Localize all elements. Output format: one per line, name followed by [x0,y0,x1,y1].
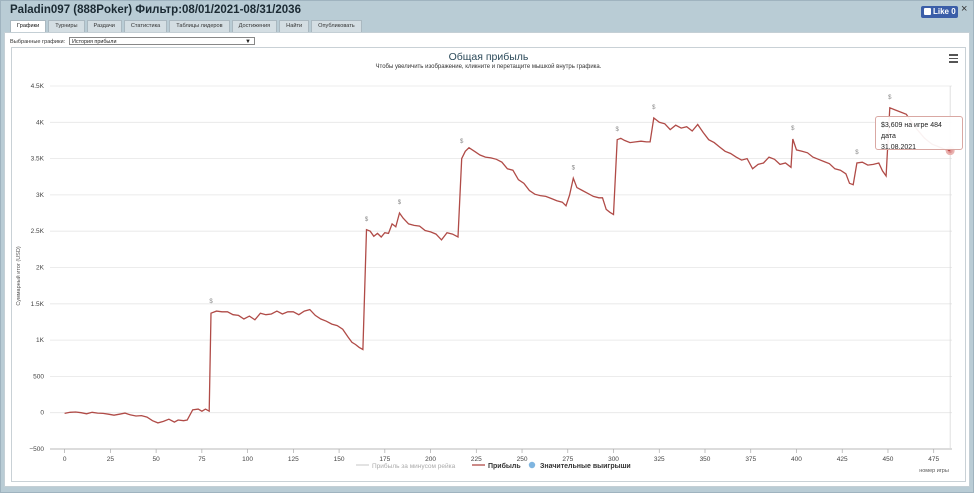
x-tick-label: 50 [153,456,161,463]
y-tick-label: 2K [36,265,45,272]
y-tick-label: 4K [36,119,45,126]
chart-title: Общая прибыль [448,51,529,63]
y-tick-label: 0 [40,410,44,417]
graph-select[interactable]: История прибыли ▼ [69,37,255,45]
content-panel: Выбранные графики: История прибыли ▼ Общ… [4,32,970,487]
y-tick-label: 3K [36,192,45,199]
x-tick-label: 250 [517,456,528,463]
chart-container[interactable]: Общая прибыль Чтобы увеличить изображени… [11,47,966,482]
y-axis-label: Суммарный итог (USD) [15,246,22,305]
significant-win-marker[interactable]: $ [572,165,576,171]
profit-chart[interactable]: −500 0 500 1K 1.5K 2K 2.5K 3K 3.5K 4K 4.5K 0 25 50 75… [12,48,965,481]
x-tick-label: 75 [198,456,206,463]
tooltip-line-1: $3,609 на игре 484 дата [881,122,942,140]
x-tick-label: 450 [883,456,894,463]
significant-win-marker[interactable]: $ [398,200,402,206]
significant-win-marker[interactable]: $ [791,126,795,132]
x-tick-label: 225 [471,456,482,463]
legend-item-wins[interactable]: Значительные выигрыши [540,463,631,470]
like-label: Like 0 [933,7,956,16]
x-tick-label: 200 [425,456,436,463]
profit-series-line [64,106,951,424]
tab-hands[interactable]: Раздачи [86,20,122,32]
graph-select-label: Выбранные графики: [10,39,66,45]
x-tick-label: 125 [288,456,299,463]
y-tick-label: 4.5K [31,83,45,90]
significant-win-marker[interactable]: $ [855,150,859,156]
y-tick-label: 2.5K [31,228,45,235]
significant-win-marker[interactable]: $ [460,139,464,145]
tab-find[interactable]: Найти [279,20,310,32]
significant-win-marker[interactable]: $ [209,299,213,305]
x-tick-label: 100 [242,456,253,463]
tab-bar: Графики Турниры Раздачи Статистика Табли… [10,20,364,32]
x-tick-label: 175 [379,456,390,463]
significant-win-marker[interactable]: $ [616,127,620,133]
y-tick-label: 1K [36,337,45,344]
significant-win-marker[interactable]: $ [652,105,656,111]
tab-statistics[interactable]: Статистика [123,20,168,32]
chevron-down-icon: ▼ [245,39,251,45]
data-tooltip: $3,609 на игре 484 дата 31.08.2021 [875,116,963,151]
tooltip-line-2: 31.08.2021 [881,144,917,151]
y-tick-label: −500 [29,446,44,453]
x-axis-label: номер игры [919,468,949,474]
tab-leaderboards[interactable]: Таблицы лидеров [169,20,230,32]
x-tick-label: 25 [107,456,115,463]
legend-item-rakeless[interactable]: Прибыль за минусом рейка [372,462,456,470]
x-tick-label: 325 [654,456,665,463]
hamburger-menu-icon[interactable] [949,54,958,65]
thumbs-up-icon [924,8,931,15]
x-tick-label: 150 [334,456,345,463]
significant-win-marker[interactable]: $ [365,217,369,223]
y-tick-label: 3.5K [31,156,45,163]
y-tick-label: 500 [33,373,44,380]
x-tick-label: 425 [837,456,848,463]
x-tick-label: 375 [745,456,756,463]
tab-tournaments[interactable]: Турниры [48,20,85,32]
chart-legend: Прибыль за минусом рейка Прибыль Значите… [356,461,631,470]
x-tick-label: 275 [562,456,573,463]
window-title: Paladin097 (888Poker) Фильтр:08/01/2021-… [10,4,301,16]
x-tick-label: 300 [608,456,619,463]
x-tick-label: 350 [700,456,711,463]
graph-select-value: История прибыли [72,39,117,45]
x-tick-label: 475 [928,456,939,463]
legend-swatch-wins [528,461,536,469]
x-tick-label: 0 [63,456,67,463]
y-tick-label: 1.5K [31,301,45,308]
tab-publish[interactable]: Опубликовать [311,20,362,32]
x-tick-label: 400 [791,456,802,463]
close-icon[interactable]: × [961,3,968,15]
facebook-like-button[interactable]: Like 0 [921,6,958,18]
chart-subtitle: Чтобы увеличить изображение, кликните и … [375,64,602,70]
tab-achievements[interactable]: Достижения [231,20,278,32]
significant-win-marker[interactable]: $ [888,95,892,101]
title-bar: Paladin097 (888Poker) Фильтр:08/01/2021-… [1,1,973,19]
tab-graphs[interactable]: Графики [10,20,47,32]
legend-item-profit[interactable]: Прибыль [488,462,521,470]
